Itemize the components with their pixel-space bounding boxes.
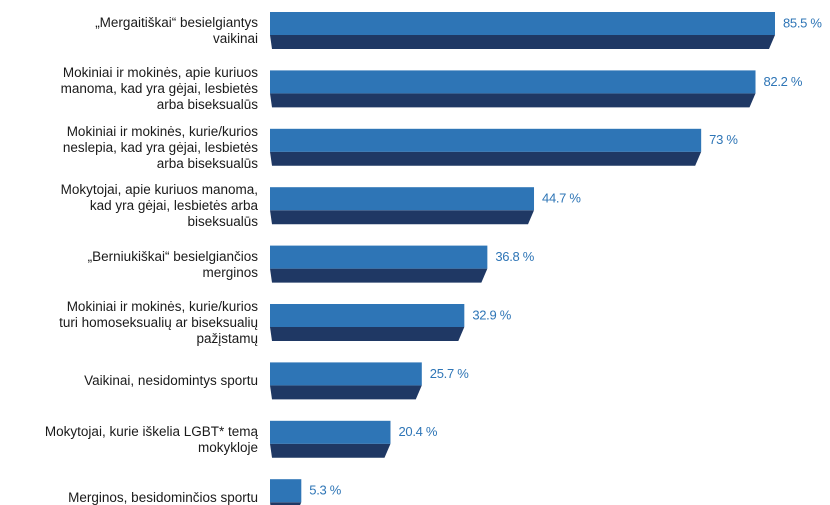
value-label: 20.4 % [398,424,437,439]
value-label: 44.7 % [542,191,581,206]
value-label: 85.5 % [783,15,822,30]
bar [270,187,535,211]
value-label: 32.9 % [472,307,511,322]
value-label: 5.3 % [309,483,341,498]
category-label: „Mergaitiškai“ besielgiantys vaikinai [95,15,258,46]
bar [270,245,488,269]
value-label: 82.2 % [764,74,803,89]
bar-shadow [270,35,775,49]
category-label: „Berniukiškai“ besielgiančios merginos [87,248,258,280]
bar-shadow [270,502,302,505]
bar-shadow [270,210,535,225]
bar-shadow [270,443,391,458]
bar-shadow [270,93,756,108]
bar [270,479,302,503]
bar [270,304,465,327]
category-label: Mokiniai ir mokinės, kurie/kurios turi h… [59,299,258,346]
value-label: 36.8 % [495,249,534,264]
bar-shadow [270,327,465,341]
bar-shadow [270,268,488,283]
category-label: Mokiniai ir mokinės, apie kuriuos manoma… [60,65,258,113]
category-label: Mokiniai ir mokinės, kurie/kurios neslep… [62,123,258,171]
bar [270,420,391,444]
bar-shadow [270,385,422,400]
bar [270,12,775,35]
value-label: 73 % [709,132,738,147]
category-label: Merginos, besidominčios sportu [68,490,258,505]
bar [270,362,422,386]
category-label: Vaikinai, nesidomintys sportu [84,373,258,389]
value-label: 25.7 % [430,366,469,381]
bar [270,70,756,94]
category-label: Mokytojai, apie kuriuos manoma, kad yra … [60,182,258,230]
category-label: Mokytojai, kurie iškelia LGBT* temą moky… [44,423,258,455]
bar-shadow [270,151,702,166]
bar [270,128,702,152]
